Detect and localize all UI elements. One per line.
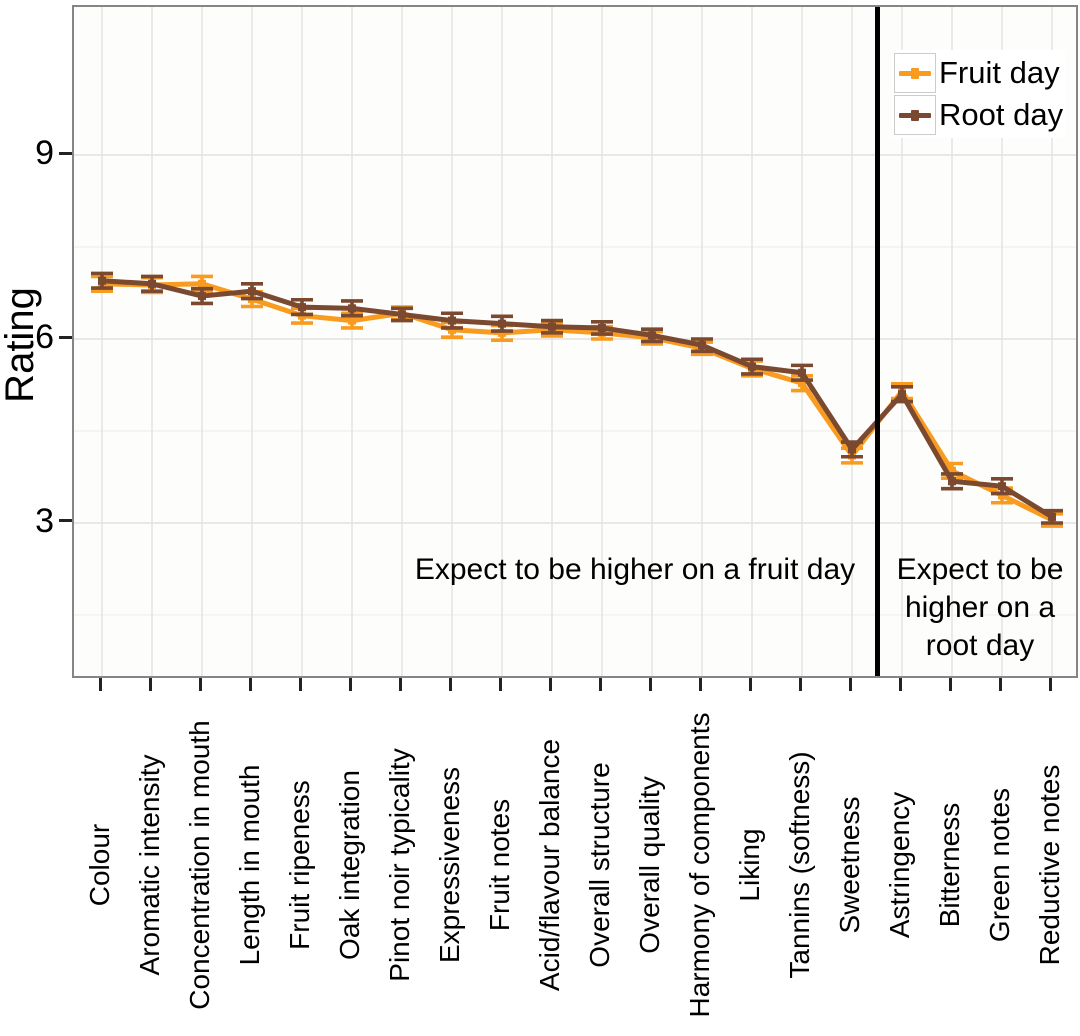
x-tick-mark xyxy=(898,678,902,691)
legend: Fruit day Root day xyxy=(892,50,1066,138)
x-tick-mark xyxy=(748,678,752,691)
x-tick-mark xyxy=(498,678,502,691)
root-day-annotation: Expect to be higher on a root day xyxy=(896,553,1064,662)
data-point xyxy=(798,379,806,388)
x-tick-mark xyxy=(948,678,952,691)
legend-label: Root day xyxy=(939,97,1064,132)
legend-key-swatch xyxy=(894,53,936,93)
x-axis-label-fruit-ripeness: Fruit ripeness xyxy=(284,780,315,950)
data-point xyxy=(198,292,206,301)
x-tick-mark xyxy=(148,678,152,691)
x-axis-label-liking: Liking xyxy=(734,828,765,902)
x-tick-mark xyxy=(298,678,302,691)
x-tick-mark xyxy=(998,678,1002,691)
data-point xyxy=(898,390,906,399)
data-point xyxy=(498,328,506,337)
y-tick-mark xyxy=(59,151,72,155)
data-point xyxy=(298,303,306,312)
data-point xyxy=(848,445,856,454)
x-axis-label-acid-flavour-balance: Acid/flavour balance xyxy=(534,738,565,992)
x-axis-label-length-in-mouth: Length in mouth xyxy=(234,764,265,966)
data-point xyxy=(798,368,806,377)
x-tick-mark xyxy=(548,678,552,691)
x-axis-label-sweetness: Sweetness xyxy=(834,796,865,934)
y-tick-mark xyxy=(59,335,72,339)
legend-key-swatch xyxy=(894,95,936,135)
data-point xyxy=(348,304,356,313)
data-point xyxy=(148,279,156,288)
legend-label: Fruit day xyxy=(939,55,1060,90)
x-tick-mark xyxy=(1048,678,1052,691)
y-tick-label: 3 xyxy=(35,501,54,540)
data-point xyxy=(948,477,956,486)
data-point xyxy=(948,466,956,475)
x-tick-mark xyxy=(98,678,102,691)
x-axis-label-expressiveness: Expressiveness xyxy=(434,766,465,964)
x-axis-label-aromatic-intensity: Aromatic intensity xyxy=(134,754,165,976)
x-axis-label-colour: Colour xyxy=(84,823,115,907)
data-point xyxy=(698,341,706,350)
x-axis-label-oak-integration: Oak integration xyxy=(334,770,365,960)
data-point xyxy=(498,319,506,328)
data-point xyxy=(98,276,106,285)
legend-point-icon xyxy=(911,110,919,121)
legend-point-icon xyxy=(911,68,919,79)
x-tick-mark xyxy=(248,678,252,691)
y-tick-mark xyxy=(59,519,72,523)
x-axis-label-concentration-in-mouth: Concentration in mouth xyxy=(184,720,215,1010)
x-tick-mark xyxy=(398,678,402,691)
data-point xyxy=(348,316,356,325)
data-point xyxy=(198,279,206,288)
x-tick-mark xyxy=(798,678,802,691)
x-axis-label-fruit-notes: Fruit notes xyxy=(484,798,515,932)
data-point xyxy=(548,322,556,331)
x-tick-mark xyxy=(198,678,202,691)
data-point xyxy=(748,362,756,371)
x-axis-label-green-notes: Green notes xyxy=(984,787,1015,943)
x-tick-mark xyxy=(598,678,602,691)
legend-entry-fruit-day: Fruit day xyxy=(894,52,1063,94)
fruit-day-annotation: Expect to be higher on a fruit day xyxy=(414,553,856,586)
data-point xyxy=(598,323,606,332)
x-axis-label-overall-quality: Overall quality xyxy=(634,776,665,954)
x-tick-mark xyxy=(448,678,452,691)
data-point xyxy=(998,491,1006,500)
data-point xyxy=(398,310,406,319)
x-tick-mark xyxy=(848,678,852,691)
data-point xyxy=(448,325,456,334)
x-axis-label-overall-structure: Overall structure xyxy=(584,762,615,968)
x-axis-label-tannins-softness-: Tannins (softness) xyxy=(784,751,815,979)
x-axis-label-pinot-noir-typicality: Pinot noir typicality xyxy=(384,748,415,982)
data-point xyxy=(998,482,1006,491)
x-axis-label-harmony-of-components: Harmony of components xyxy=(684,712,715,1018)
plot-area xyxy=(74,7,1076,676)
data-point xyxy=(448,316,456,325)
data-point xyxy=(648,331,656,340)
legend-entry-root-day: Root day xyxy=(894,94,1063,136)
y-tick-label: 9 xyxy=(35,134,54,172)
x-tick-mark xyxy=(698,678,702,691)
x-tick-mark xyxy=(348,678,352,691)
root-day-line xyxy=(101,278,1054,519)
x-axis-label-bitterness: Bitterness xyxy=(934,802,965,928)
data-point xyxy=(248,287,256,296)
data-point xyxy=(1048,512,1056,521)
x-axis-label-reductive-notes: Reductive notes xyxy=(1034,764,1065,966)
x-axis-label-astringency: Astringency xyxy=(884,791,915,939)
y-tick-label: 6 xyxy=(35,318,54,356)
x-tick-mark xyxy=(648,678,652,691)
